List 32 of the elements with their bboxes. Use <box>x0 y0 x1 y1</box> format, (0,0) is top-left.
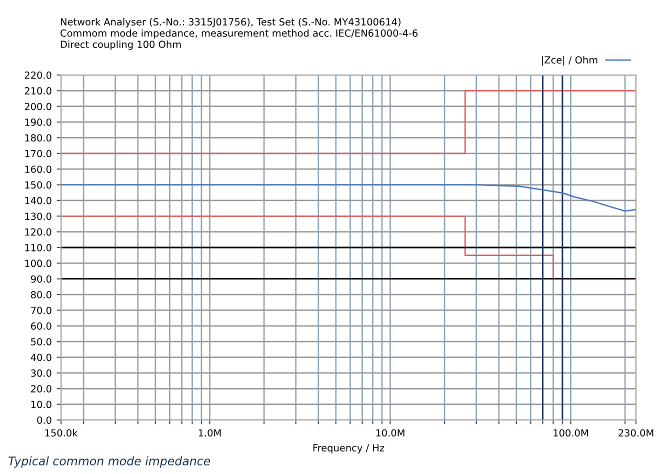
y-tick-label: 150.0 <box>25 181 52 189</box>
y-tick-label: 20.0 <box>31 385 52 392</box>
y-tick-label: 220.0 <box>24 71 52 79</box>
y-tick-label: 180.0 <box>25 134 52 142</box>
y-tick-label: 200.0 <box>24 102 52 110</box>
y-tick-label: 90.0 <box>30 275 52 283</box>
x-tick-label: 230.0M <box>618 429 654 437</box>
legend-label: |Zce| / Ohm <box>542 56 598 66</box>
y-tick-label: 210.0 <box>24 87 52 95</box>
x-tick-label: 1.0M <box>198 429 221 437</box>
y-tick-label: 50.0 <box>31 338 52 346</box>
y-tick-label: 10.0 <box>31 400 52 408</box>
y-tick-label: 160.0 <box>25 166 52 173</box>
chart-title: Network Analyser (S.-No.: 3315J01756), Test Set (S.-No. MY43100614) Commom mode impedance, measurement method acc. IEC/EN61000-4-6 Direct coupling 100 Ohm <box>60 18 418 50</box>
y-tick-label: 170.0 <box>25 150 52 158</box>
y-tick-label: 120.0 <box>25 228 52 236</box>
y-tick-label: 80.0 <box>30 291 52 298</box>
y-tick-label: 70.0 <box>31 306 52 314</box>
y-tick-label: 100.0 <box>25 260 52 268</box>
y-tick-label: 60.0 <box>31 322 52 330</box>
y-tick-label: 130.0 <box>25 212 52 220</box>
text: Typical common mode impedance <box>8 456 210 468</box>
y-tick-label: 110.0 <box>25 244 52 252</box>
y-tick-label: 40.0 <box>30 354 52 362</box>
y-tick-label: 0.0 <box>37 416 52 424</box>
y-tick-label: 140.0 <box>25 196 52 204</box>
y-tick-label: 190.0 <box>25 118 52 126</box>
y-tick-label: 30.0 <box>31 369 52 377</box>
x-axis-title: Frequency / Hz <box>313 444 384 454</box>
x-tick-label: 100.0M <box>554 429 588 437</box>
x-tick-label: 150.0k <box>45 429 78 437</box>
x-tick-label: 10.0M <box>376 429 404 437</box>
